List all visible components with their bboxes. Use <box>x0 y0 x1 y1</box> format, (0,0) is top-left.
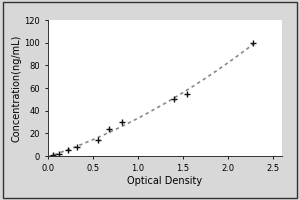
X-axis label: Optical Density: Optical Density <box>128 176 202 186</box>
Y-axis label: Concentration(ng/mL): Concentration(ng/mL) <box>11 34 21 142</box>
